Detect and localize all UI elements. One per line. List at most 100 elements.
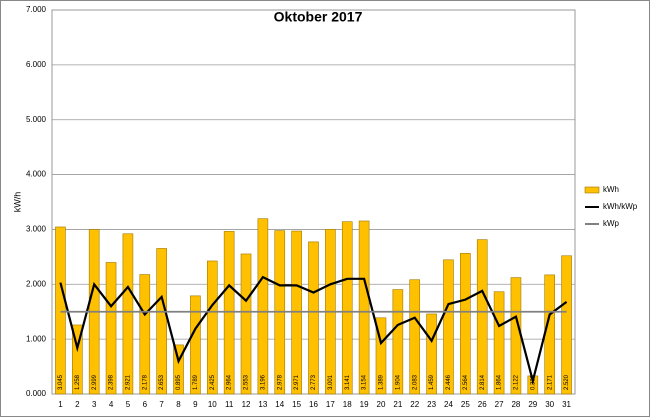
bar (460, 253, 471, 395)
bar (72, 324, 83, 395)
x-tick-label: 13 (258, 400, 267, 409)
y-axis-label: kW/h (12, 192, 22, 213)
bar (476, 239, 488, 395)
chart-title: Oktober 2017 (274, 9, 363, 25)
y-tick-label: 5.000 (26, 115, 47, 124)
bar (561, 255, 572, 395)
bar-label: 3.045 (58, 374, 64, 390)
bar (341, 221, 353, 395)
x-tick-label: 19 (360, 400, 369, 409)
x-tick-label: 11 (225, 400, 234, 409)
bar (493, 291, 505, 395)
bar-label: 2.921 (125, 374, 131, 390)
bar-label: 2.446 (446, 374, 452, 390)
bar (358, 220, 370, 395)
x-tick-label: 21 (393, 400, 402, 409)
x-tick-label: 16 (309, 400, 318, 409)
bar (375, 317, 387, 395)
bar-label: 2.171 (547, 374, 553, 390)
x-tick-label: 24 (444, 400, 453, 409)
bar (190, 295, 201, 395)
x-tick-label: 29 (528, 400, 537, 409)
x-tick-label: 20 (377, 400, 386, 409)
bar (257, 218, 269, 395)
bar-label: 2.425 (210, 374, 216, 390)
line (59, 275, 568, 386)
bar (392, 289, 404, 395)
x-tick-label: 25 (461, 400, 470, 409)
bar (240, 253, 252, 395)
bar-label: 2.083 (412, 374, 418, 390)
bar (426, 313, 437, 395)
bar (206, 260, 218, 395)
x-tick-label: 26 (478, 400, 487, 409)
bar-label: 2.999 (92, 374, 98, 390)
x-tick-label: 23 (427, 400, 436, 409)
bar (55, 226, 66, 395)
x-tick-label: 5 (126, 400, 131, 409)
bar-label: 1.789 (193, 374, 199, 390)
bar (122, 233, 134, 395)
bar (139, 274, 151, 395)
bar-label: 1.389 (379, 374, 385, 390)
legend-swatch (584, 186, 600, 194)
bar-label: 1.904 (395, 374, 401, 390)
y-tick-label: 6.000 (26, 60, 47, 69)
bar-label: 1.459 (429, 374, 435, 390)
bar-label: 1.258 (75, 374, 81, 390)
x-tick-label: 15 (292, 400, 301, 409)
bar-label: 3.141 (345, 374, 351, 390)
y-tick-label: 0.000 (26, 389, 47, 398)
legend-label: kWp (603, 219, 620, 228)
bar-label: 2.178 (142, 374, 148, 390)
x-tick-label: 6 (143, 400, 148, 409)
x-tick-label: 28 (511, 400, 520, 409)
bar-label: 2.398 (109, 374, 115, 390)
bar-label: 2.978 (277, 374, 283, 390)
x-tick-label: 27 (495, 400, 504, 409)
bar-label: 1.864 (497, 374, 503, 390)
y-tick-label: 1.000 (26, 334, 47, 343)
x-tick-label: 31 (562, 400, 571, 409)
bar-label: 2.122 (514, 374, 520, 390)
bar (105, 262, 117, 395)
bar-label: 3.196 (260, 374, 266, 390)
x-tick-label: 3 (92, 400, 97, 409)
y-tick-label: 3.000 (26, 225, 47, 234)
bar-label: 2.653 (159, 374, 165, 390)
bar (308, 241, 319, 395)
x-tick-label: 14 (275, 400, 284, 409)
bar-label: 2.520 (564, 374, 570, 390)
legend-label: kWh/kWp (603, 202, 638, 211)
x-tick-label: 18 (343, 400, 352, 409)
bar (223, 231, 235, 395)
bar-label: 3.001 (328, 374, 334, 390)
bar-label: 2.564 (463, 374, 469, 390)
x-tick-label: 10 (208, 400, 217, 409)
legend-label: kWh (603, 185, 619, 194)
y-tick-label: 7.000 (26, 5, 47, 14)
x-tick-label: 12 (242, 400, 251, 409)
x-tick-label: 2 (75, 400, 80, 409)
bar-label: 2.964 (227, 374, 233, 390)
bar-label: 3.154 (362, 374, 368, 390)
bar (443, 259, 454, 395)
x-tick-label: 8 (176, 400, 181, 409)
y-tick-label: 2.000 (26, 279, 47, 288)
bar (156, 248, 167, 395)
x-tick-label: 4 (109, 400, 114, 409)
x-tick-label: 7 (159, 400, 164, 409)
bar (409, 279, 421, 395)
x-tick-label: 17 (326, 400, 335, 409)
bar-label: 2.971 (294, 374, 300, 390)
bar-label: 2.814 (480, 374, 486, 390)
x-tick-label: 30 (545, 400, 554, 409)
x-tick-label: 22 (410, 400, 419, 409)
y-tick-label: 4.000 (26, 170, 47, 179)
bar-label: 0.895 (176, 374, 182, 390)
bar (173, 344, 184, 395)
x-tick-label: 1 (58, 400, 63, 409)
bar-label: 2.553 (244, 374, 250, 390)
x-tick-label: 9 (193, 400, 198, 409)
